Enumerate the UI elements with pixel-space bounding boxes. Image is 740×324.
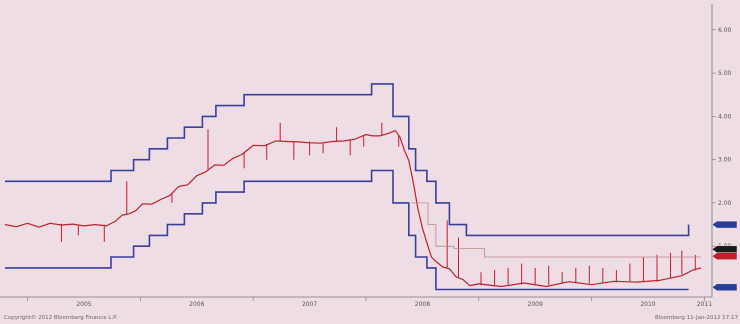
series-spikes [60,122,696,286]
y-tick-label: 2.00 [718,200,732,207]
series-upper-band [5,83,690,237]
x-tick-label: 2009 [528,301,543,308]
value-badge [711,283,738,291]
series-lower-band [5,169,689,291]
series-guide [411,202,701,258]
price-badges [711,220,738,291]
value-badge [711,220,738,229]
x-tick-label: 2008 [415,301,430,308]
plot-area [4,83,702,291]
x-tick-label: 2011 [697,301,712,308]
value-badge [711,252,738,260]
y-tick-label: 5.00 [718,70,732,77]
x-tick-label: 2005 [76,301,91,308]
series-rate [4,130,702,288]
footer-copyright: Copyright© 2012 Bloomberg Finance L.P. [4,314,118,321]
x-tick-label: 2007 [302,301,317,308]
y-tick-label: 3.00 [718,157,732,164]
footer-timestamp: Bloomberg 11-Jan-2012 17:17 [655,315,739,321]
y-tick-label: 6.00 [718,27,732,34]
x-tick-label: 2010 [640,301,655,308]
y-tick-label: 4.00 [718,113,732,120]
value-badge [711,245,738,253]
x-tick-label: 2006 [189,301,204,308]
